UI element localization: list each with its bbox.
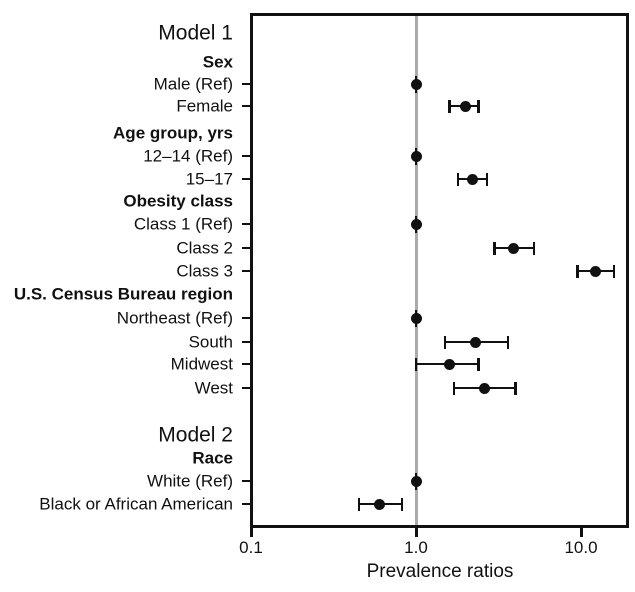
x-axis-title: Prevalence ratios	[366, 561, 514, 582]
ci-cap-right	[514, 381, 517, 395]
ci-cap-right	[485, 172, 489, 186]
row-label: Model 1	[158, 21, 233, 45]
row-label: Midwest	[170, 354, 233, 374]
point-estimate-dot	[444, 358, 456, 370]
ci-cap-left	[493, 241, 496, 255]
plot-frame	[250, 13, 629, 528]
row-label: South	[188, 332, 233, 352]
point-estimate-dot	[460, 100, 472, 112]
point-estimate-dot	[478, 382, 490, 394]
row-axis-tick	[242, 177, 251, 181]
x-axis-tick	[579, 528, 583, 537]
ci-cap-right	[506, 335, 510, 349]
row-label: Male (Ref)	[153, 74, 233, 94]
row-label: Class 2	[176, 238, 233, 258]
ci-cap-left	[357, 497, 361, 511]
ci-cap-right	[477, 357, 480, 371]
row-label: Model 2	[158, 423, 233, 447]
point-estimate-dot	[589, 265, 601, 277]
row-label: Class 1 (Ref)	[133, 214, 233, 234]
point-estimate-dot	[373, 498, 385, 510]
row-label: 15–17	[185, 169, 233, 189]
ci-cap-right	[477, 99, 480, 113]
row-label: Age group, yrs	[113, 123, 233, 143]
ci-cap-left	[448, 99, 451, 113]
point-estimate-dot	[410, 78, 422, 90]
point-estimate-dot	[410, 312, 422, 324]
row-axis-tick	[242, 502, 251, 506]
point-estimate-dot	[508, 242, 520, 254]
ci-cap-left	[414, 357, 418, 371]
row-axis-tick	[242, 82, 251, 86]
row-label: Female	[176, 96, 233, 116]
row-axis-tick	[242, 386, 251, 390]
row-label: 12–14 (Ref)	[143, 146, 233, 166]
row-axis-tick	[242, 246, 251, 250]
reference-line	[414, 16, 418, 525]
x-axis-tick-label: 1.0	[404, 538, 428, 557]
row-axis-tick	[242, 362, 251, 366]
row-label: Obesity class	[123, 191, 233, 211]
x-axis-tick-label: 10.0	[564, 538, 598, 557]
point-estimate-dot	[470, 336, 482, 348]
point-estimate-dot	[410, 218, 422, 230]
row-axis-tick	[242, 104, 251, 108]
row-label: Northeast (Ref)	[116, 308, 233, 328]
x-axis-tick	[249, 528, 253, 537]
x-axis-tick-label: 0.1	[239, 538, 263, 557]
point-estimate-dot	[410, 150, 422, 162]
row-label: West	[194, 378, 233, 398]
ci-cap-right	[400, 497, 404, 511]
ci-cap-left	[452, 381, 456, 395]
row-label: Black or African American	[39, 494, 233, 514]
row-axis-tick	[242, 340, 251, 344]
point-estimate-dot	[466, 173, 478, 185]
row-axis-tick	[242, 222, 251, 226]
row-label: U.S. Census Bureau region	[13, 284, 233, 304]
row-label: Race	[192, 448, 233, 468]
ci-cap-right	[612, 264, 616, 278]
point-estimate-dot	[410, 475, 422, 487]
row-axis-tick	[242, 154, 251, 158]
ci-cap-right	[532, 241, 536, 255]
ci-cap-left	[456, 172, 460, 186]
row-label: Sex	[202, 52, 233, 72]
row-axis-tick	[242, 269, 251, 273]
ci-cap-left	[443, 335, 447, 349]
row-label: White (Ref)	[147, 471, 233, 491]
x-axis-tick	[414, 528, 418, 537]
row-axis-tick	[242, 479, 251, 483]
row-axis-tick	[242, 316, 251, 320]
row-label: Class 3	[176, 261, 233, 281]
ci-cap-left	[576, 264, 579, 278]
